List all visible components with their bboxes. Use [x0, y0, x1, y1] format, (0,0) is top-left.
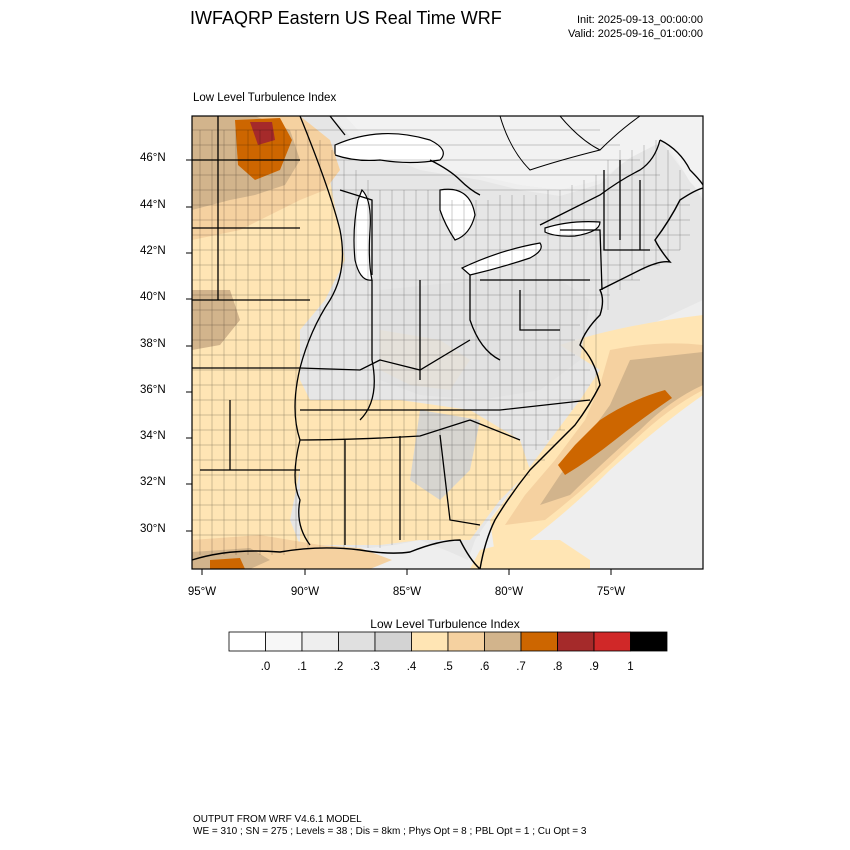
field-title: Low Level Turbulence Index [193, 92, 337, 104]
plot-title: IWFAQRP Eastern US Real Time WRF [190, 8, 502, 28]
lat-label: 46°N [140, 152, 166, 164]
field-contour-07b [192, 290, 240, 350]
lon-label: 85°W [392, 586, 422, 598]
colorbar-tick-label: .9 [589, 661, 599, 673]
colorbar-swatch [447, 631, 485, 652]
init-time: Init: 2025-09-13_00:00:00 [577, 14, 703, 26]
lake-huron [439, 188, 476, 241]
time-info: Init: 2025-09-13_00:00:00 Valid: 2025-09… [540, 13, 703, 41]
lon-label: 75°W [596, 586, 626, 598]
colorbar-tick-label: .7 [516, 661, 526, 673]
colorbar [228, 631, 668, 652]
colorbar-tick-label: .2 [333, 661, 344, 673]
colorbar-swatch [338, 631, 376, 652]
lat-label: 40°N [140, 291, 166, 303]
county-lines [192, 129, 690, 555]
hudson-shore [499, 116, 601, 171]
field-contour-09 [250, 122, 275, 145]
colorbar-tick-label: 1 [627, 661, 634, 673]
lon-label: 95°W [187, 586, 217, 598]
colorbar-swatch [228, 631, 266, 652]
colorbar-swatch [265, 631, 303, 652]
lon-label: 90°W [290, 586, 320, 598]
canada-area [345, 116, 703, 195]
lat-label: 38°N [140, 338, 166, 350]
lon-label: 80°W [494, 586, 524, 598]
lake-erie [460, 242, 542, 276]
colorbar-swatch [593, 631, 631, 652]
coastline [192, 187, 703, 569]
lat-ticks [186, 159, 192, 532]
colorbar-swatch [630, 631, 668, 652]
map-field [192, 116, 703, 569]
colorbar-swatch [411, 631, 449, 652]
lat-label: 30°N [140, 523, 166, 535]
field-contour-04 [410, 410, 480, 500]
colorbar-tick-label: .4 [406, 661, 417, 673]
map-frame [191, 115, 704, 570]
lon-ticks [201, 569, 612, 575]
colorbar-swatch [374, 631, 412, 652]
colorbar-tick-label: .8 [552, 661, 563, 673]
lat-label: 42°N [140, 245, 166, 257]
colorbar-swatch [520, 631, 558, 652]
model-info: OUTPUT FROM WRF V4.6.1 MODEL WE = 310 ; … [193, 814, 586, 838]
colorbar-tick-label: .1 [297, 661, 307, 673]
lat-label: 34°N [140, 430, 166, 442]
colorbar-swatch [557, 631, 595, 652]
colorbar-tick-label: .6 [479, 661, 490, 673]
colorbar-swatch [301, 631, 339, 652]
lat-label: 32°N [140, 476, 166, 488]
valid-time: Valid: 2025-09-16_01:00:00 [568, 28, 703, 40]
atlantic-contour-08 [558, 390, 672, 475]
colorbar-title: Low Level Turbulence Index [370, 617, 520, 631]
colorbar-tick-label: .5 [443, 661, 453, 673]
model-config: WE = 310 ; SN = 275 ; Levels = 38 ; Dis … [193, 826, 587, 837]
colorbar-tick-label: .0 [260, 661, 271, 673]
model-version: OUTPUT FROM WRF V4.6.1 MODEL [193, 814, 362, 825]
gulf-contour-08 [210, 558, 245, 569]
lat-label: 36°N [140, 384, 166, 396]
canada-shore [559, 116, 641, 151]
state-boundaries [192, 116, 650, 546]
field-contour-08 [235, 118, 292, 180]
colorbar-swatch [484, 631, 522, 652]
lat-label: 44°N [140, 199, 166, 211]
colorbar-tick-label: .3 [370, 661, 380, 673]
international-border [329, 116, 703, 226]
